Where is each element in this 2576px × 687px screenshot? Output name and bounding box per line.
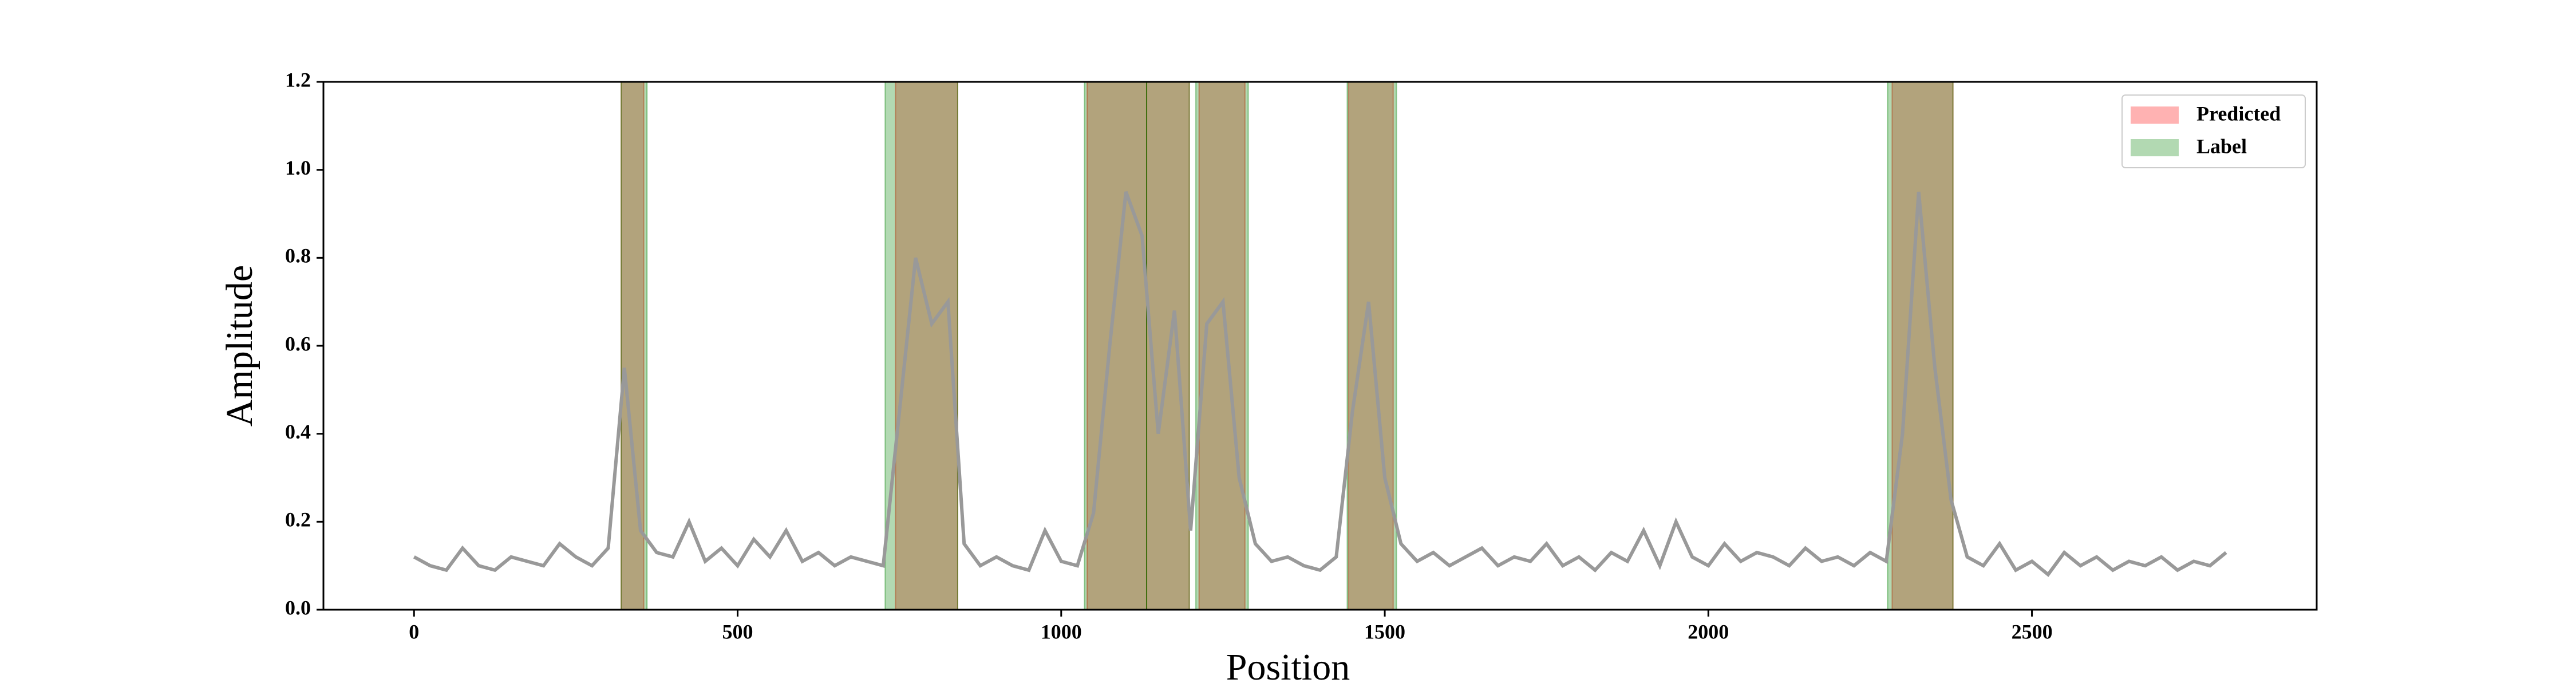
legend-swatch bbox=[2131, 106, 2179, 124]
legend-box bbox=[2121, 94, 2306, 168]
y-axis-label: Amplitude bbox=[219, 265, 260, 427]
x-tick-label: 500 bbox=[722, 620, 753, 643]
span bbox=[1084, 81, 1148, 610]
span bbox=[1887, 81, 1954, 610]
x-tick-label: 0 bbox=[409, 620, 419, 643]
span bbox=[1146, 81, 1190, 610]
span bbox=[621, 81, 645, 610]
x-tick-label: 2500 bbox=[2012, 620, 2053, 643]
span bbox=[1348, 81, 1394, 610]
line bbox=[413, 191, 2227, 577]
x-tick-label: 1000 bbox=[1041, 620, 1082, 643]
y-tick-label: 0.4 bbox=[285, 420, 311, 443]
y-tick-label: 1.0 bbox=[285, 156, 311, 179]
legend-label: Label bbox=[2196, 135, 2247, 157]
y-tick-label: 0.2 bbox=[285, 508, 311, 531]
span bbox=[884, 81, 958, 610]
y-tick-label: 1.2 bbox=[285, 68, 311, 91]
y-tick-label: 0.8 bbox=[285, 244, 311, 267]
span bbox=[1146, 81, 1190, 610]
y-tick-label: 0.0 bbox=[285, 596, 311, 619]
x-tick-label: 2000 bbox=[1688, 620, 1729, 643]
y-tick-label: 0.6 bbox=[285, 332, 311, 355]
x-axis-label: Position bbox=[1226, 646, 1350, 687]
legend-swatch bbox=[2131, 139, 2179, 156]
span bbox=[621, 81, 648, 610]
legend-label: Predicted bbox=[2196, 102, 2281, 125]
x-tick-label: 1500 bbox=[1364, 620, 1405, 643]
